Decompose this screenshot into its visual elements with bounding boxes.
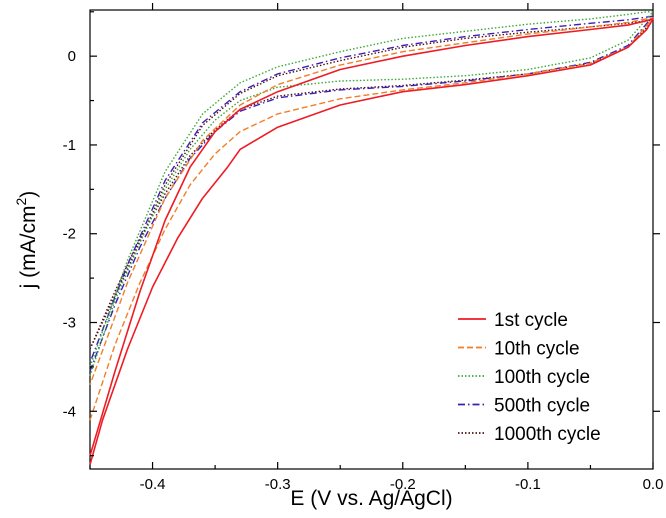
plot-frame [89, 9, 654, 470]
legend: 1st cycle 10th cycle 100th cycle 500th cycl… [458, 310, 601, 445]
y-tick-label: -2 [63, 226, 76, 243]
y-axis-label: j (mA/cm2) [13, 191, 40, 290]
y-axis-label-sup: 2 [13, 197, 29, 205]
legend-label-1: 1st cycle [494, 310, 568, 331]
y-tick-label: -4 [63, 403, 76, 420]
series-line-2 [89, 17, 654, 421]
y-tick-label: 0 [68, 48, 76, 65]
ticks-layer: -0.4 -0.3 -0.2 -0.1 0.0 0 -1 -2 -3 -4 [63, 3, 664, 493]
legend-label-4: 500th cycle [494, 396, 590, 417]
series-line-3 [89, 11, 654, 377]
series-layer [89, 11, 654, 465]
legend-label-2: 10th cycle [494, 339, 580, 360]
y-tick-label: -1 [63, 137, 76, 154]
x-tick-label: -0.3 [265, 476, 291, 493]
legend-label-5: 1000th cycle [494, 424, 601, 445]
x-tick-label: -0.2 [390, 476, 416, 493]
x-axis-label: E (V vs. Ag/AgCl) [290, 487, 452, 510]
y-axis-label-suffix: ) [17, 191, 40, 198]
series-line-5 [89, 20, 654, 350]
legend-label-3: 100th cycle [494, 367, 590, 388]
y-tick-label: -3 [63, 315, 76, 332]
series-line-1 [89, 18, 654, 465]
y-axis-label-prefix: j (mA/cm [17, 205, 40, 289]
x-tick-label: 0.0 [643, 476, 664, 493]
x-tick-label: -0.4 [140, 476, 166, 493]
x-tick-label: -0.1 [515, 476, 541, 493]
